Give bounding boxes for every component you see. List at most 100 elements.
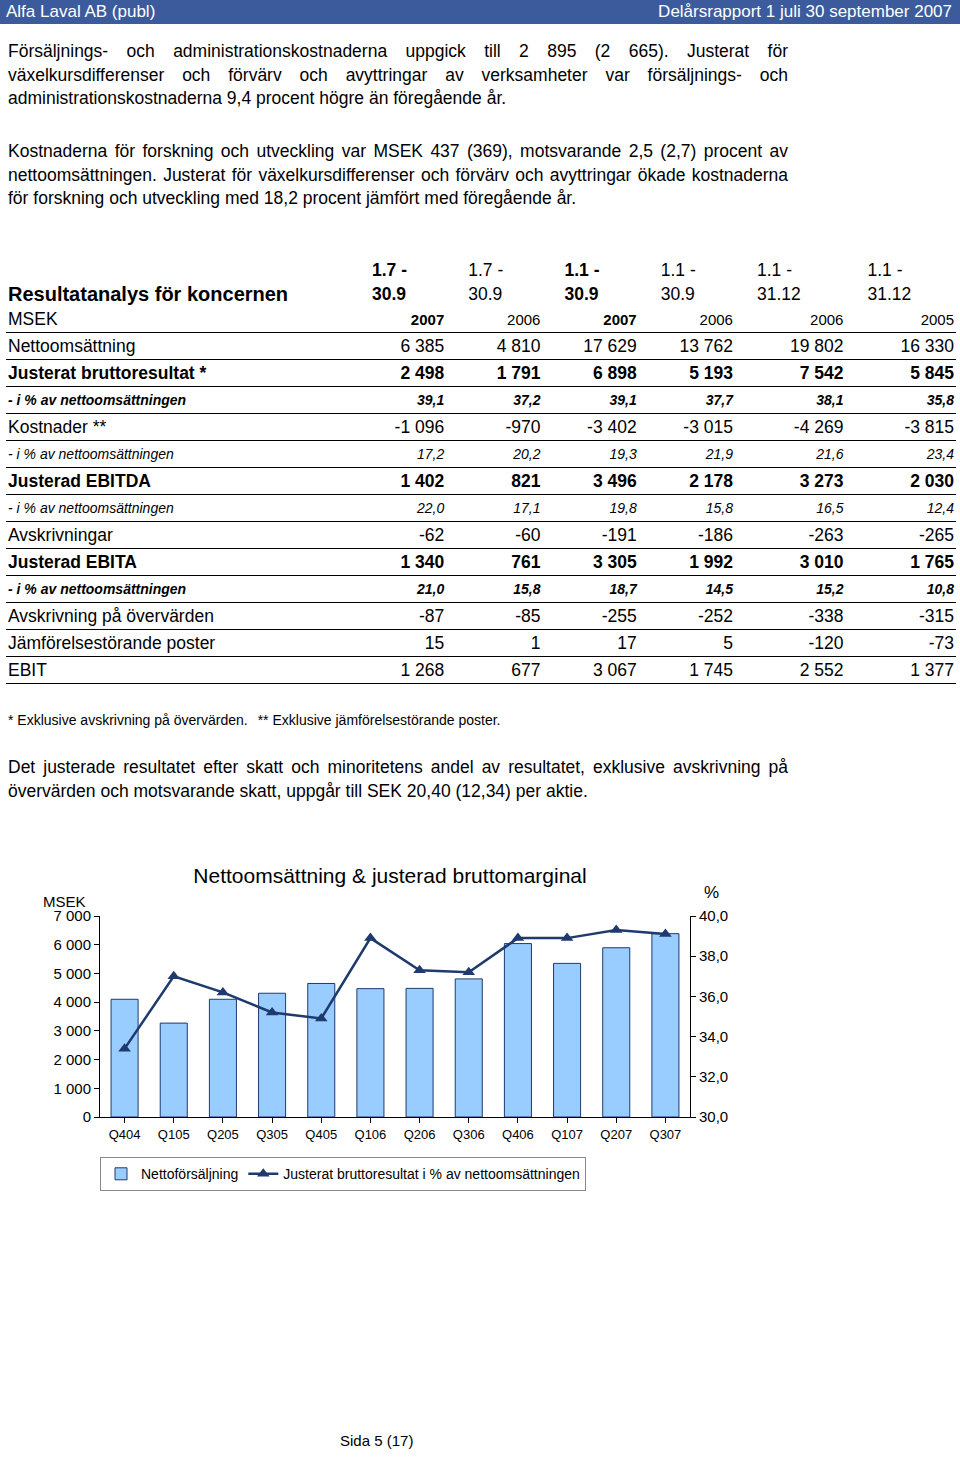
svg-text:Q205: Q205: [207, 1127, 239, 1142]
svg-text:Q406: Q406: [502, 1127, 534, 1142]
html-text:-3 402: -3 402: [587, 416, 637, 437]
svg-text:36,0: 36,0: [699, 988, 728, 1005]
html-text:-191: -191: [601, 524, 637, 545]
html-text:-186: -186: [697, 524, 733, 545]
html-text:5 845: 5 845: [910, 362, 954, 383]
html-text:-263: -263: [808, 524, 844, 545]
html-text:821: 821: [511, 470, 541, 491]
svg-text:2 000: 2 000: [53, 1051, 91, 1068]
html-text:1.7 -: 1.7 -: [468, 260, 504, 280]
html-text:1 765: 1 765: [910, 551, 954, 572]
html-text:-85: -85: [515, 605, 541, 626]
html-text:Avskrivningar: Avskrivningar: [8, 524, 113, 545]
html-text:3 305: 3 305: [592, 551, 637, 572]
html-text:-1 096: -1 096: [394, 416, 445, 437]
svg-text:4 000: 4 000: [53, 993, 91, 1010]
svg-text:Q307: Q307: [650, 1127, 682, 1142]
html-text:-255: -255: [601, 605, 637, 626]
html-text:1 268: 1 268: [400, 659, 445, 680]
svg-text:Q105: Q105: [158, 1127, 190, 1142]
html-text:-970: -970: [505, 416, 541, 437]
html-text:-60: -60: [515, 524, 541, 545]
html-text:7 542: 7 542: [799, 362, 844, 383]
html-text:30.9: 30.9: [468, 284, 503, 304]
svg-text:Q404: Q404: [109, 1127, 141, 1142]
html-text:-120: -120: [808, 632, 844, 653]
html-text:-3 815: -3 815: [904, 416, 954, 437]
html-text:1 791: 1 791: [496, 362, 541, 383]
html-text:Resultatanalys för koncernen: Resultatanalys för koncernen: [8, 283, 289, 305]
svg-text:MSEK: MSEK: [43, 893, 86, 910]
html-text:6 385: 6 385: [400, 335, 445, 356]
svg-text:0: 0: [83, 1108, 91, 1125]
html-text:EBIT: EBIT: [8, 659, 47, 680]
html-text:-4 269: -4 269: [793, 416, 844, 437]
html-text:Kostnader **: Kostnader **: [8, 416, 107, 437]
html-text:19 802: 19 802: [789, 335, 844, 356]
svg-text:Q206: Q206: [404, 1127, 436, 1142]
html-text:-73: -73: [928, 632, 954, 653]
html-text:15: 15: [424, 632, 445, 653]
html-text:-265: -265: [919, 524, 954, 545]
html-text:Justerad EBITA: Justerad EBITA: [8, 551, 137, 572]
html-text:3 067: 3 067: [592, 659, 637, 680]
html-text:761: 761: [511, 551, 541, 572]
html-text:MSEK: MSEK: [8, 308, 58, 329]
svg-text:Q305: Q305: [256, 1127, 288, 1142]
html-text:Justerat bruttoresultat *: Justerat bruttoresultat *: [8, 362, 207, 383]
svg-text:30,0: 30,0: [699, 1108, 728, 1125]
html-text:6 898: 6 898: [592, 362, 637, 383]
html-text:16 330: 16 330: [900, 335, 954, 356]
html-text:-62: -62: [418, 524, 445, 545]
html-text:4 810: 4 810: [496, 335, 541, 356]
svg-text:%: %: [704, 883, 719, 902]
html-text:Justerad EBITDA: Justerad EBITDA: [8, 470, 151, 491]
html-text:-87: -87: [418, 605, 445, 626]
html-text:17 629: 17 629: [583, 335, 637, 356]
html-text:1.7 -: 1.7 -: [372, 260, 407, 280]
html-text:2 552: 2 552: [799, 659, 844, 680]
html-text:3 010: 3 010: [799, 551, 844, 572]
html-text:13 762: 13 762: [679, 335, 733, 356]
svg-text:Q207: Q207: [600, 1127, 632, 1142]
html-text:3 496: 3 496: [592, 470, 637, 491]
svg-text:Nettoförsäljning: Nettoförsäljning: [141, 1166, 238, 1182]
svg-text:6 000: 6 000: [53, 936, 91, 953]
svg-text:7 000: 7 000: [53, 907, 91, 924]
svg-text:3 000: 3 000: [53, 1022, 91, 1039]
html-text:30.9: 30.9: [372, 284, 407, 304]
svg-text:32,0: 32,0: [699, 1068, 728, 1085]
html-text:2 178: 2 178: [689, 470, 733, 491]
svg-text:Q306: Q306: [453, 1127, 485, 1142]
svg-text:40,0: 40,0: [699, 907, 728, 924]
svg-text:38,0: 38,0: [699, 947, 728, 964]
svg-text:Q106: Q106: [355, 1127, 387, 1142]
html-text:Det justerade resultatet efter: Det justerade resultatet efter skatt och…: [8, 757, 788, 801]
svg-text:Q405: Q405: [305, 1127, 337, 1142]
html-text:1 745: 1 745: [689, 659, 733, 680]
html-text:1 402: 1 402: [400, 470, 445, 491]
svg-text:Nettoomsättning & justerad bru: Nettoomsättning & justerad bruttomargina…: [193, 864, 586, 887]
html-text:1 340: 1 340: [400, 551, 445, 572]
svg-text:Justerat bruttoresultat i % av: Justerat bruttoresultat i % av nettoomsä…: [283, 1166, 580, 1182]
html-text:1 377: 1 377: [910, 659, 954, 680]
html-text:Nettoomsättning: Nettoomsättning: [8, 335, 136, 356]
html-text:2 498: 2 498: [400, 362, 445, 383]
html-text:677: 677: [511, 659, 541, 680]
html-text:-338: -338: [808, 605, 844, 626]
svg-text:1 000: 1 000: [53, 1080, 91, 1097]
html-text:-315: -315: [919, 605, 954, 626]
html-text:2 030: 2 030: [910, 470, 954, 491]
svg-text:5 000: 5 000: [53, 965, 91, 982]
html-text:Kostnaderna för forskning och: Kostnaderna för forskning och utveckling…: [8, 141, 788, 208]
svg-text:Q107: Q107: [551, 1127, 583, 1142]
svg-text:34,0: 34,0: [699, 1028, 728, 1045]
html-text:1 992: 1 992: [689, 551, 733, 572]
html-text:Försäljnings- och administrati: Försäljnings- och administrationskostnad…: [8, 41, 788, 108]
html-text:5 193: 5 193: [689, 362, 733, 383]
html-text:Avskrivning på övervärden: Avskrivning på övervärden: [8, 605, 214, 626]
html-text:3 273: 3 273: [799, 470, 844, 491]
html-text:-252: -252: [697, 605, 733, 626]
html-text:-3 015: -3 015: [683, 416, 733, 437]
html-text:Jämförelsestörande poster: Jämförelsestörande poster: [8, 632, 216, 653]
